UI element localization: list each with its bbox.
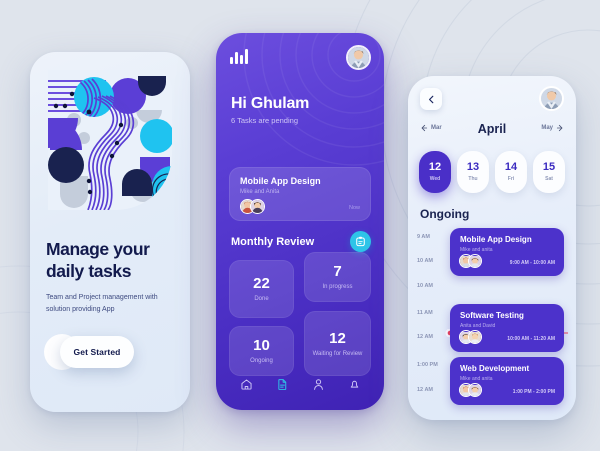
task-status: Now (348, 205, 360, 211)
bottom-navigation (216, 366, 384, 410)
event-card-web-development[interactable]: Web Development Mike and anita 1:00 PM -… (450, 357, 564, 405)
section-heading-ongoing: Ongoing (420, 207, 470, 221)
event-members: Anita and David (460, 323, 496, 329)
day-pill-12[interactable]: 12 Wed (419, 151, 451, 193)
abstract-shapes-illustration (44, 68, 176, 210)
time-label: 12 AM (417, 387, 433, 393)
prev-month-label: Mar (431, 125, 442, 131)
day-date: 15 (542, 161, 556, 173)
arrow-left-icon[interactable] (420, 88, 442, 110)
time-label: 11 AM (417, 310, 433, 316)
user-avatar[interactable] (346, 45, 371, 70)
day-weekday: Wed (429, 176, 441, 182)
event-members: Mike and anita (460, 376, 493, 382)
stat-label: Waiting for Review (312, 350, 363, 357)
greeting-title: Hi Ghulam (231, 95, 310, 112)
day-pill-13[interactable]: 13 Thu (457, 151, 489, 193)
day-weekday: Sat (545, 176, 553, 182)
day-pill-14[interactable]: 14 Fri (495, 151, 527, 193)
event-avatars (459, 383, 482, 397)
stat-value: 10 (253, 337, 270, 354)
day-weekday: Thu (468, 176, 478, 182)
event-title: Software Testing (460, 311, 524, 320)
home-screen: Hi Ghulam 6 Tasks are pending Mobile App… (216, 33, 384, 410)
event-title: Web Development (460, 364, 530, 373)
prev-month-button[interactable]: Mar (420, 124, 442, 132)
day-pill-15[interactable]: 15 Sat (533, 151, 565, 193)
bar-chart-logo (230, 49, 248, 64)
next-month-button[interactable]: May (541, 124, 564, 132)
greeting-subtitle: 6 Tasks are pending (231, 116, 298, 125)
event-avatars (459, 330, 482, 344)
event-title: Mobile App Design (460, 235, 532, 244)
time-label: 9 AM (417, 234, 430, 240)
month-title: April (477, 122, 507, 136)
decorative-rings (243, 33, 384, 166)
stat-value: 12 (329, 329, 346, 347)
stat-card-waiting-for-review[interactable]: 12 Waiting for Review (304, 311, 371, 376)
time-label: 10 AM (417, 283, 433, 289)
day-selector: 12 Wed 13 Thu 14 Fri 15 Sat (419, 151, 565, 193)
task-title: Mobile App Design (240, 176, 321, 186)
stat-card-done[interactable]: 22 Done (229, 260, 294, 318)
user-avatar[interactable] (539, 86, 564, 111)
nav-person-icon[interactable] (306, 372, 330, 396)
stat-card-ongoing[interactable]: 10 Ongoing (229, 326, 294, 376)
task-member-avatars (240, 199, 265, 214)
stat-label: Done (254, 296, 269, 302)
event-time-range: 9:00 AM - 10:00 AM (509, 260, 555, 266)
day-date: 13 (466, 161, 480, 173)
event-time-range: 10:00 AM - 11:20 AM (507, 336, 555, 342)
avatar (250, 199, 265, 214)
event-card-software-testing[interactable]: Software Testing Anita and David 10:00 A… (450, 304, 564, 352)
page-title: Manage your daily tasks (46, 239, 150, 282)
current-task-card[interactable]: Mobile App Design Mike and Anita (229, 167, 371, 221)
stat-value: 7 (333, 263, 342, 280)
stat-value: 22 (253, 275, 270, 292)
monthly-review-heading: Monthly Review (231, 236, 315, 248)
event-time-range: 1:00 PM - 2:00 PM (512, 389, 555, 395)
stat-label: In progress (322, 284, 353, 290)
time-label: 10 AM (417, 258, 433, 264)
time-label: 1:00 PM (417, 362, 438, 368)
month-navigation: April Mar May (408, 122, 576, 140)
onboarding-screen: Manage your daily tasks Team and Project… (30, 52, 190, 412)
next-month-label: May (541, 125, 553, 131)
get-started-label: Get Started (73, 347, 121, 357)
clipboard-icon[interactable] (350, 231, 371, 252)
page-subtitle: Team and Project management with solutio… (46, 294, 158, 313)
arrow-right-icon (556, 124, 563, 132)
stat-card-in-progress[interactable]: 7 In progress (304, 252, 371, 302)
nav-bell-icon[interactable] (342, 372, 366, 396)
nav-document-icon[interactable] (270, 372, 294, 396)
get-started-button[interactable]: Get Started (60, 336, 134, 368)
day-weekday: Fri (507, 176, 515, 182)
event-avatars (459, 254, 482, 268)
event-card-mobile-app-design[interactable]: Mobile App Design Mike and anita 9:00 AM… (450, 228, 564, 276)
day-date: 12 (428, 161, 442, 173)
nav-home-icon[interactable] (234, 372, 258, 396)
arrow-left-icon (421, 124, 428, 132)
event-members: Mike and anita (460, 247, 493, 253)
task-members: Mike and Anita (240, 189, 280, 195)
day-date: 14 (504, 161, 518, 173)
time-label: 12 AM (417, 334, 433, 340)
stat-label: Ongoing (250, 358, 273, 364)
schedule-screen: April Mar May 12 Wed 13 Thu 14 Fri 15 (408, 76, 576, 420)
